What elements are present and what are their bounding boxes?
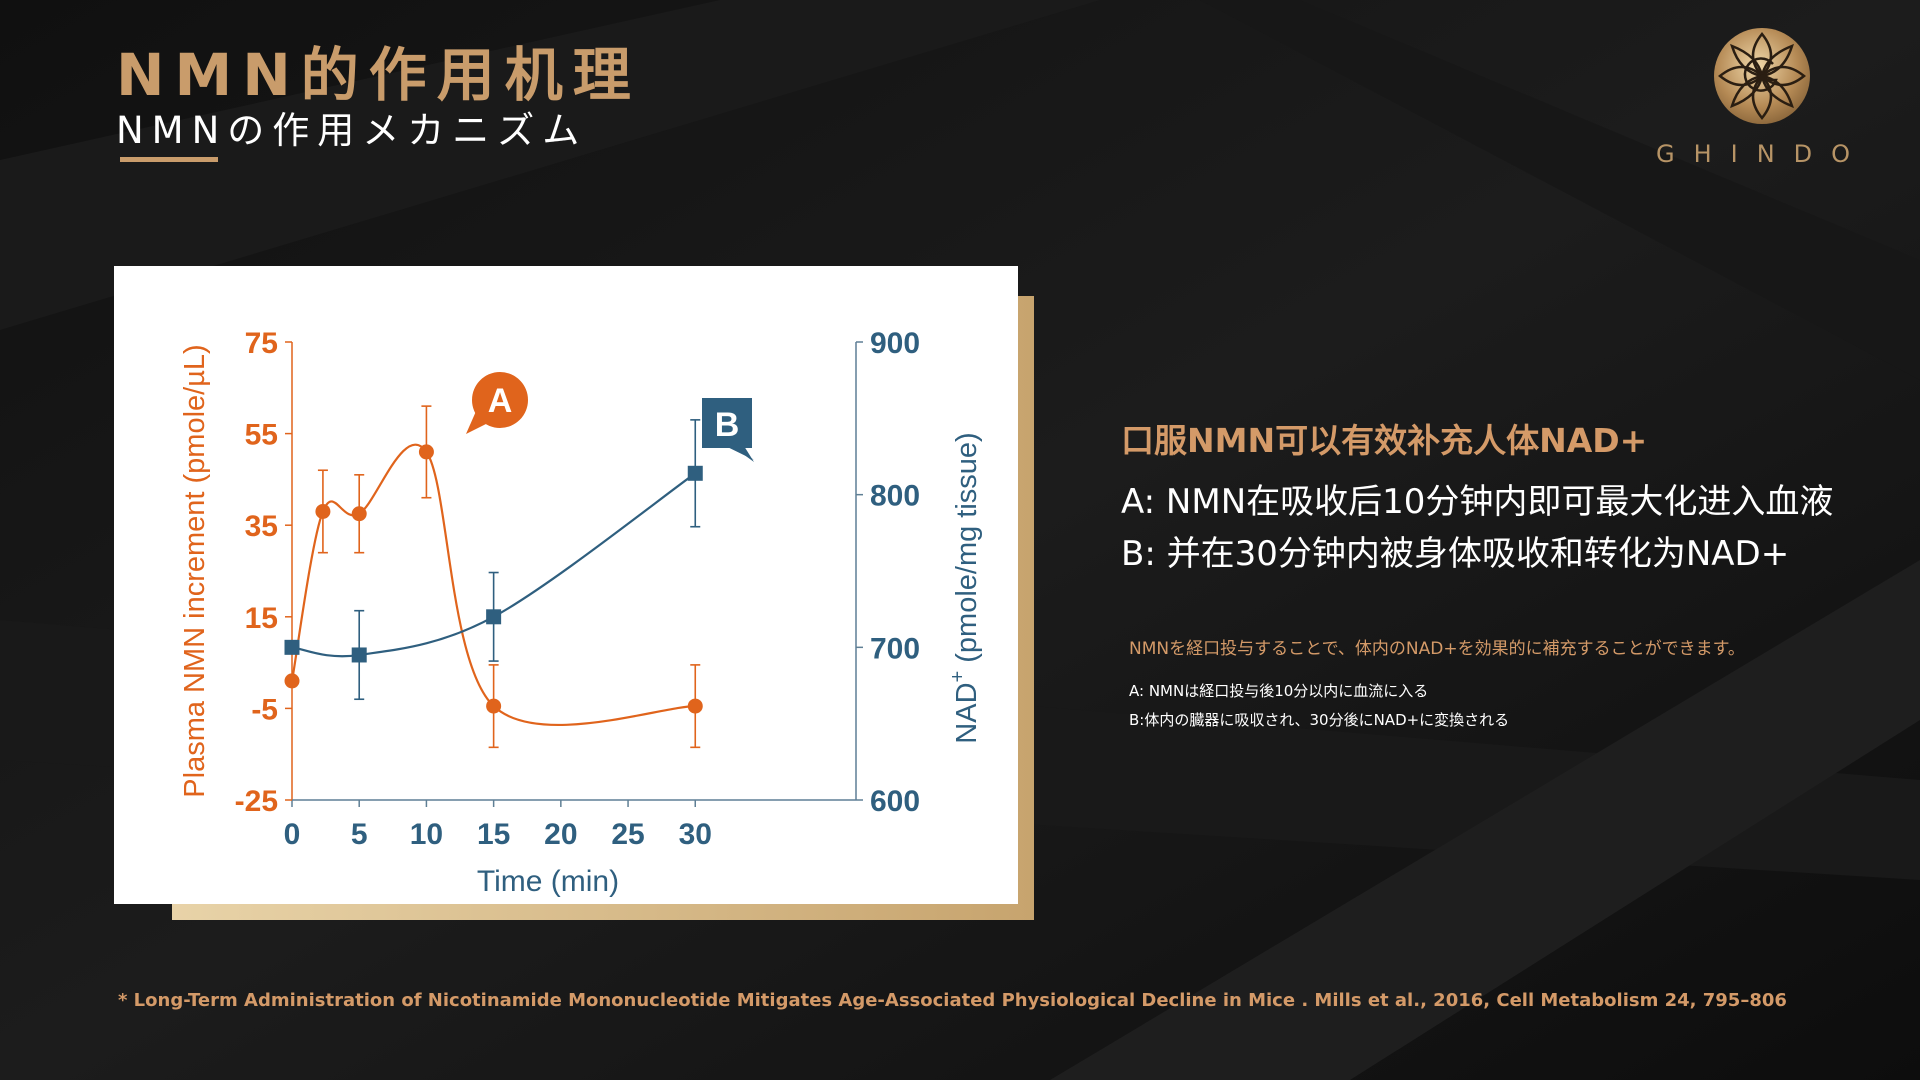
brand-logo-emblem (1714, 28, 1810, 124)
x-axis-title: Time (min) (477, 865, 619, 898)
series-2-line (291, 472, 696, 658)
series-2-point (351, 647, 367, 663)
jp-summary: NMNを経口投与することで、体内のNAD+を効果的に補充することができます。 (1129, 639, 1745, 659)
left-y-tick-label: -5 (251, 693, 278, 726)
x-tick-label: 15 (477, 818, 510, 851)
x-tick-label: 30 (679, 818, 712, 851)
series-1-point (418, 444, 434, 460)
annotation-a-label: A (488, 382, 513, 420)
series-1-line (290, 443, 696, 726)
series-1-point (486, 698, 502, 714)
right-y-tick-label: 600 (870, 785, 920, 818)
left-y-tick-label: 15 (245, 602, 278, 635)
left-y-tick-label: 35 (245, 510, 278, 543)
series-2-point (687, 465, 703, 481)
right-y-tick-label: 800 (870, 480, 920, 513)
annotation-a-callout: A (466, 372, 528, 434)
annotation-b-callout: B (674, 398, 754, 462)
key-point-a: A: NMN在吸收后10分钟内即可最大化进入血液 (1121, 482, 1834, 522)
chart-card: 0 5 10 15 20 25 30 75 55 35 15 -5 -25 900 800 700 600 A … (114, 266, 1018, 904)
series-2-point (486, 609, 502, 625)
x-tick-label: 5 (351, 818, 368, 851)
brand-wordmark: GHINDO (1655, 140, 1870, 168)
left-y-axis-title: Plasma NMN increment (pmole/µL) (179, 344, 211, 797)
right-y-axis-title: NAD+ (pmole/mg tissue) (947, 432, 983, 743)
title-underline (120, 157, 218, 162)
series-1-point (687, 698, 703, 714)
x-tick-label: 0 (284, 818, 301, 851)
right-y-tick-label: 900 (870, 327, 920, 360)
key-point-b: B: 并在30分钟内被身体吸收和转化为NAD+ (1121, 534, 1790, 574)
jp-point-a: A: NMNは経口投与後10分以内に血流に入る (1129, 682, 1429, 700)
page-title: NMN的作用机理 (116, 41, 641, 109)
key-message-heading: 口服NMN可以有效补充人体NAD+ (1121, 421, 1648, 460)
left-y-tick-label: 55 (245, 419, 278, 452)
x-tick-label: 25 (611, 818, 644, 851)
citation-footnote: * Long-Term Administration of Nicotinami… (118, 990, 1787, 1011)
series-1-point (351, 506, 367, 522)
x-tick-label: 10 (410, 818, 443, 851)
right-y-tick-label: 700 (870, 632, 920, 665)
series-2-point (284, 639, 300, 655)
x-tick-label: 20 (544, 818, 577, 851)
annotation-b-label: B (715, 406, 740, 444)
series-1-point (284, 673, 300, 689)
left-y-tick-label: -25 (235, 785, 278, 818)
left-y-tick-label: 75 (245, 327, 278, 360)
jp-point-b: B:体内の臓器に吸収され、30分後にNAD+に変換される (1129, 711, 1510, 729)
series-1-point (315, 503, 331, 519)
page-subtitle: NMNの作用メカニズム (116, 109, 588, 152)
